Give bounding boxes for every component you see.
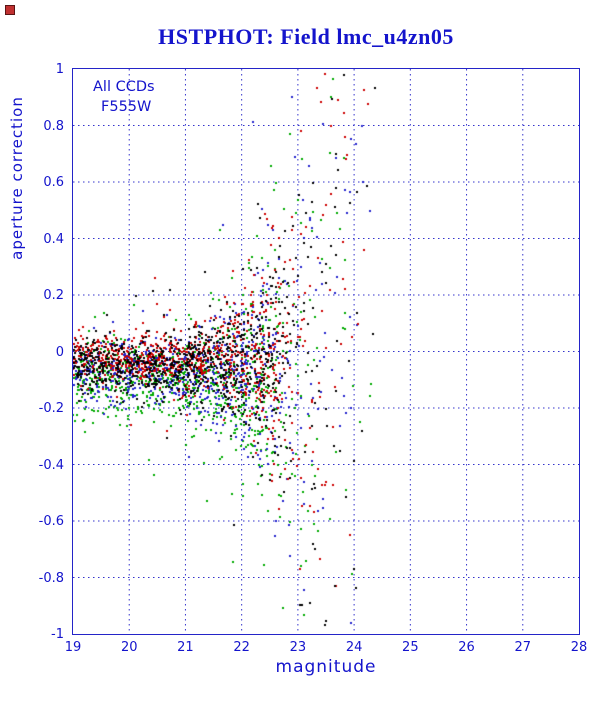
x-tick-label: 25 [402,640,419,655]
x-tick-label: 22 [233,640,250,655]
scatter-points [73,69,579,634]
x-tick-label: 26 [458,640,475,655]
y-tick-label: -0.8 [38,570,64,586]
y-tick-label: 0.8 [43,118,64,134]
y-tick-label: 0.2 [43,288,64,303]
x-tick-label: 23 [289,640,307,655]
x-tick-label: 19 [64,640,82,655]
x-tick-label: 27 [514,640,532,655]
y-tick-label: 1 [55,62,64,77]
x-tick-label: 24 [345,640,363,655]
y-tick-label: -0.4 [38,457,64,473]
corner-marker [5,5,15,15]
x-axis-label: magnitude [275,657,377,677]
x-tick-label: 20 [120,640,138,655]
y-tick-label: -0.6 [38,514,64,529]
annotation-filter: F555W [101,99,152,115]
y-tick-label: 0.6 [43,175,64,190]
scatter-plot: All CCDs F555W [72,68,580,635]
x-tick-label: 21 [177,640,194,655]
page-title: HSTPHOT: Field lmc_u4zn05 [158,24,454,49]
y-tick-label: -1 [51,627,64,642]
x-tick-label: 28 [570,640,588,655]
annotation-block: All CCDs F555W [93,77,155,117]
annotation-all-ccds: All CCDs [93,79,155,95]
y-tick-label: -0.2 [38,401,64,416]
y-axis-label: aperture correction [8,96,26,260]
y-tick-label: 0 [55,344,64,360]
y-tick-label: 0.4 [43,231,64,247]
